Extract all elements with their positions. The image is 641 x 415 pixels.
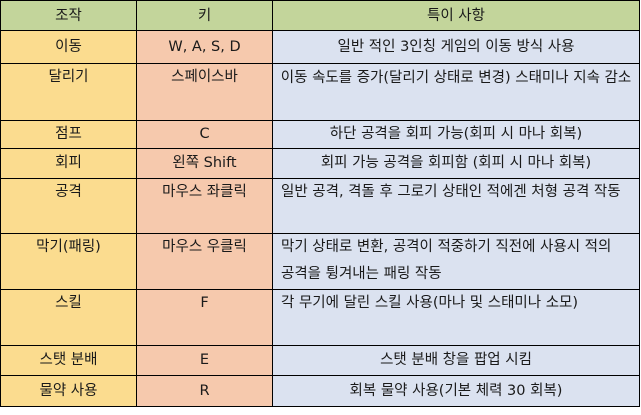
- table-row: 이동 W, A, S, D 일반 적인 3인칭 게임의 이동 방식 사용: [0, 30, 640, 64]
- table-row: 회피 왼쪽 Shift 회피 가능 공격을 회피함 (회피 시 마나 회복): [0, 148, 640, 179]
- action-cell: 스탯 분배: [0, 345, 137, 376]
- key-cell: E: [136, 345, 273, 376]
- action-cell: 막기(패링): [0, 233, 137, 290]
- action-cell: 공격: [0, 178, 137, 234]
- action-cell: 회피: [0, 148, 137, 179]
- table-row: 스탯 분배 E 스탯 분배 창을 팝업 시킴: [0, 345, 640, 376]
- table-row: 달리기 스페이스바 이동 속도를 증가(달리기 상태로 변경) 스태미나 지속 …: [0, 63, 640, 121]
- description-cell: 하단 공격을 회피 가능(회피 시 마나 회복): [272, 120, 640, 149]
- table-row: 공격 마우스 좌클릭 일반 공격, 격돌 후 그로기 상태인 적에겐 처형 공격…: [0, 178, 640, 234]
- header-key: 키: [136, 0, 273, 31]
- action-cell: 물약 사용: [0, 375, 137, 407]
- key-cell: R: [136, 375, 273, 407]
- table-row: 스킬 F 각 무기에 달린 스킬 사용(마나 및 스태미나 소모): [0, 289, 640, 346]
- header-description: 특이 사항: [272, 0, 640, 31]
- controls-table: 조작 키 특이 사항 이동 W, A, S, D 일반 적인 3인칭 게임의 이…: [0, 0, 640, 407]
- description-cell: 막기 상태로 변환, 공격이 적중하기 직전에 사용시 적의 공격을 튕겨내는 …: [272, 233, 640, 290]
- description-cell: 스탯 분배 창을 팝업 시킴: [272, 345, 640, 376]
- action-cell: 달리기: [0, 63, 137, 121]
- key-cell: W, A, S, D: [136, 30, 273, 64]
- header-action: 조작: [0, 0, 137, 31]
- key-cell: 왼쪽 Shift: [136, 148, 273, 179]
- key-cell: F: [136, 289, 273, 346]
- key-cell: 마우스 우클릭: [136, 233, 273, 290]
- key-cell: C: [136, 120, 273, 149]
- description-cell: 일반 적인 3인칭 게임의 이동 방식 사용: [272, 30, 640, 64]
- action-cell: 스킬: [0, 289, 137, 346]
- description-cell: 각 무기에 달린 스킬 사용(마나 및 스태미나 소모): [272, 289, 640, 346]
- key-cell: 스페이스바: [136, 63, 273, 121]
- key-cell: 마우스 좌클릭: [136, 178, 273, 234]
- action-cell: 점프: [0, 120, 137, 149]
- table-row: 막기(패링) 마우스 우클릭 막기 상태로 변환, 공격이 적중하기 직전에 사…: [0, 233, 640, 290]
- header-row: 조작 키 특이 사항: [0, 0, 640, 31]
- description-cell: 회복 물약 사용(기본 체력 30 회복): [272, 375, 640, 407]
- action-cell: 이동: [0, 30, 137, 64]
- description-cell: 회피 가능 공격을 회피함 (회피 시 마나 회복): [272, 148, 640, 179]
- table-row: 점프 C 하단 공격을 회피 가능(회피 시 마나 회복): [0, 120, 640, 149]
- description-cell: 일반 공격, 격돌 후 그로기 상태인 적에겐 처형 공격 작동: [272, 178, 640, 234]
- description-cell: 이동 속도를 증가(달리기 상태로 변경) 스태미나 지속 감소: [272, 63, 640, 121]
- table-row: 물약 사용 R 회복 물약 사용(기본 체력 30 회복): [0, 375, 640, 407]
